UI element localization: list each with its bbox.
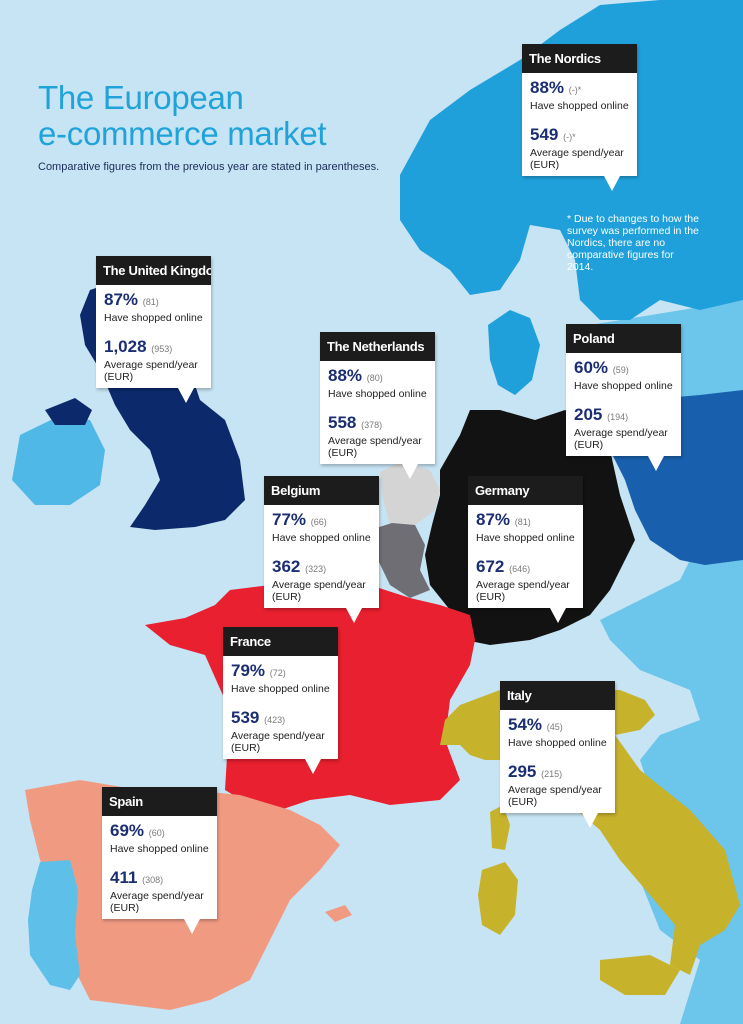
card-italy-spend: 295 xyxy=(508,762,537,781)
card-belgium: Belgium 77% (66) Have shopped online 362… xyxy=(264,476,379,623)
card-france-shopped: 79% xyxy=(231,661,266,680)
card-poland-name: Poland xyxy=(566,324,681,353)
card-poland-spend-unit: (EUR) xyxy=(574,439,604,451)
card-germany-shopped-prev: (81) xyxy=(514,517,531,527)
card-germany-spend-unit: (EUR) xyxy=(476,591,506,603)
land-belgium xyxy=(370,523,430,598)
card-italy-spend-label: Average spend/year xyxy=(508,784,602,796)
card-poland-shopped-label: Have shopped online xyxy=(574,380,673,392)
card-spain: Spain 69% (60) Have shopped online 411 (… xyxy=(102,787,217,934)
card-spain-spend-prev: (308) xyxy=(142,875,164,885)
card-germany-spend-label: Average spend/year xyxy=(476,579,570,591)
card-belgium-shopped: 77% xyxy=(272,510,307,529)
card-uk-spend-label: Average spend/year xyxy=(104,359,198,371)
card-spain-spend: 411 xyxy=(110,868,138,887)
title-line-1: The European xyxy=(38,79,244,116)
card-netherlands-spend: 558 xyxy=(328,413,357,432)
land-ni xyxy=(45,398,92,425)
land-balearic xyxy=(325,905,352,922)
card-france-spend-unit: (EUR) xyxy=(231,742,261,754)
card-nordics-shopped: 88% xyxy=(530,78,565,97)
card-netherlands-shopped-label: Have shopped online xyxy=(328,388,427,400)
card-netherlands-spend-unit: (EUR) xyxy=(328,447,358,459)
card-uk-spend: 1,028 xyxy=(104,337,147,356)
land-ireland xyxy=(12,418,105,505)
card-belgium-spend-label: Average spend/year xyxy=(272,579,366,591)
card-nordics-spend-prev: (-)* xyxy=(563,132,576,142)
card-belgium-spend-unit: (EUR) xyxy=(272,591,302,603)
card-germany-shopped: 87% xyxy=(476,510,511,529)
card-poland-spend: 205 xyxy=(574,405,603,424)
card-netherlands-spend-prev: (378) xyxy=(361,420,383,430)
card-france-name: France xyxy=(223,627,338,656)
card-belgium-name: Belgium xyxy=(264,476,379,505)
card-italy-spend-unit: (EUR) xyxy=(508,796,538,808)
footnote: * Due to changes to how the survey was p… xyxy=(567,213,699,273)
card-uk-spend-prev: (953) xyxy=(151,344,173,354)
card-poland-spend-label: Average spend/year xyxy=(574,427,668,439)
card-germany-spend: 672 xyxy=(476,557,505,576)
card-nordics-spend: 549 xyxy=(530,125,559,144)
card-france: France 79% (72) Have shopped online 539 … xyxy=(223,627,338,774)
card-france-shopped-label: Have shopped online xyxy=(231,683,330,695)
land-sicily xyxy=(600,955,680,995)
card-italy-shopped-prev: (45) xyxy=(546,722,563,732)
card-nordics-name: The Nordics xyxy=(522,44,637,73)
card-poland-shopped-prev: (59) xyxy=(612,365,629,375)
card-belgium-shopped-label: Have shopped online xyxy=(272,532,371,544)
card-france-shopped-prev: (72) xyxy=(269,668,286,678)
card-germany: Germany 87% (81) Have shopped online 672… xyxy=(468,476,583,623)
card-italy: Italy 54% (45) Have shopped online 295 (… xyxy=(500,681,615,828)
card-uk-shopped: 87% xyxy=(104,290,139,309)
card-italy-spend-prev: (215) xyxy=(541,769,563,779)
card-uk: The United Kingdom 87% (81) Have shopped… xyxy=(96,256,211,403)
card-italy-name: Italy xyxy=(500,681,615,710)
card-uk-name: The United Kingdom xyxy=(96,256,211,285)
card-netherlands-name: The Netherlands xyxy=(320,332,435,361)
card-poland: Poland 60% (59) Have shopped online 205 … xyxy=(566,324,681,471)
card-netherlands-shopped-prev: (80) xyxy=(366,373,383,383)
card-uk-shopped-label: Have shopped online xyxy=(104,312,203,324)
land-netherlands xyxy=(380,462,440,525)
card-belgium-spend: 362 xyxy=(272,557,301,576)
card-nordics-shopped-label: Have shopped online xyxy=(530,100,629,112)
card-netherlands: The Netherlands 88% (80) Have shopped on… xyxy=(320,332,435,479)
card-spain-spend-label: Average spend/year xyxy=(110,890,204,902)
land-sardinia xyxy=(478,862,518,935)
card-spain-shopped-prev: (60) xyxy=(148,828,165,838)
page-title: The European e-commerce market xyxy=(38,79,327,152)
subtitle: Comparative figures from the previous ye… xyxy=(38,161,380,173)
land-nordics-denmark xyxy=(488,310,540,395)
card-uk-shopped-prev: (81) xyxy=(142,297,159,307)
card-italy-shopped: 54% xyxy=(508,715,543,734)
card-spain-shopped-label: Have shopped online xyxy=(110,843,209,855)
card-spain-name: Spain xyxy=(102,787,217,816)
card-france-spend: 539 xyxy=(231,708,260,727)
card-belgium-spend-prev: (323) xyxy=(305,564,327,574)
title-line-2: e-commerce market xyxy=(38,115,327,152)
card-spain-spend-unit: (EUR) xyxy=(110,902,140,914)
card-uk-spend-unit: (EUR) xyxy=(104,371,134,383)
card-netherlands-spend-label: Average spend/year xyxy=(328,435,422,447)
card-belgium-shopped-prev: (66) xyxy=(310,517,327,527)
card-netherlands-shopped: 88% xyxy=(328,366,363,385)
card-poland-shopped: 60% xyxy=(574,358,609,377)
card-poland-spend-prev: (194) xyxy=(607,412,629,422)
card-nordics-spend-unit: (EUR) xyxy=(530,159,560,171)
land-portugal xyxy=(28,860,80,990)
card-nordics-spend-label: Average spend/year xyxy=(530,147,624,159)
card-france-spend-label: Average spend/year xyxy=(231,730,325,742)
card-nordics: The Nordics 88% (-)* Have shopped online… xyxy=(522,44,637,191)
card-italy-shopped-label: Have shopped online xyxy=(508,737,607,749)
card-germany-shopped-label: Have shopped online xyxy=(476,532,575,544)
card-germany-name: Germany xyxy=(468,476,583,505)
land-corsica xyxy=(490,805,510,850)
card-nordics-shopped-prev: (-)* xyxy=(568,85,582,95)
card-france-spend-prev: (423) xyxy=(264,715,286,725)
card-germany-spend-prev: (646) xyxy=(509,564,531,574)
card-spain-shopped: 69% xyxy=(110,821,145,840)
